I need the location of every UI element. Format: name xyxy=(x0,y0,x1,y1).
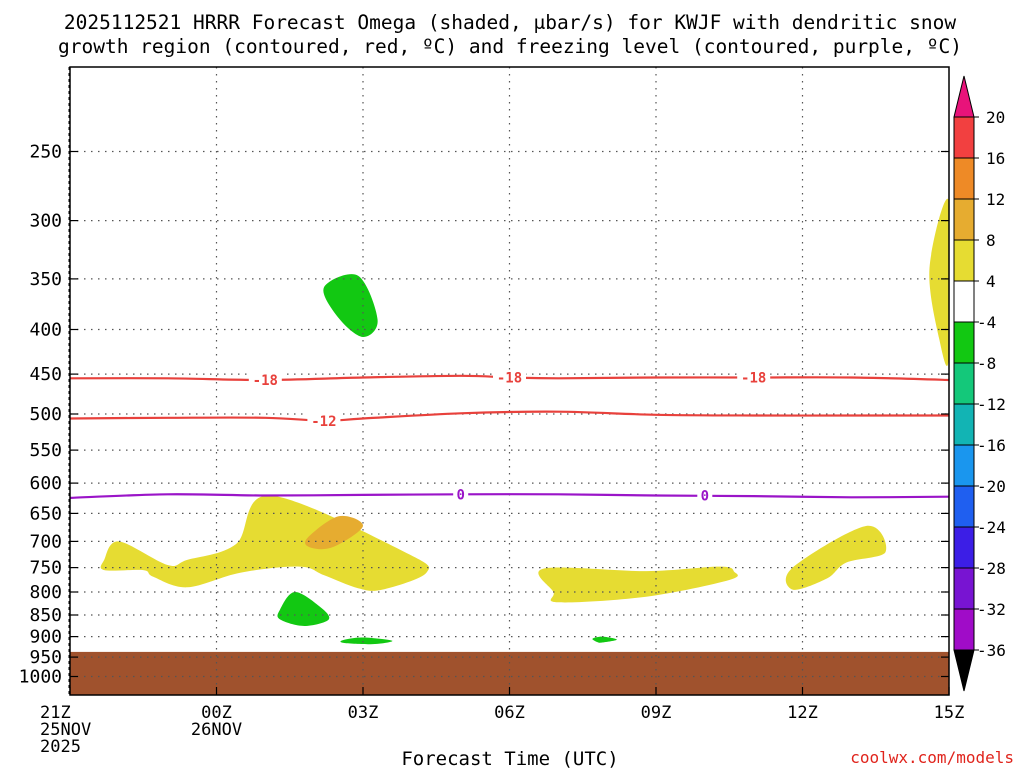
y-tick-label: 900 xyxy=(29,627,62,648)
colorbar-swatch xyxy=(953,116,975,159)
omega-region xyxy=(785,525,887,590)
x-tick-label: 06Z xyxy=(494,703,525,723)
colorbar-swatch xyxy=(953,321,975,364)
y-tick-label: 500 xyxy=(29,404,62,425)
omega-region xyxy=(340,637,393,645)
x-tick-label: 25NOV xyxy=(40,720,91,740)
colorbar-swatch xyxy=(953,567,975,610)
contour-label: 0 xyxy=(701,489,709,505)
y-tick-label: 750 xyxy=(29,558,62,579)
omega-region xyxy=(100,495,430,591)
x-tick-label: 2025 xyxy=(40,737,81,757)
y-tick-label: 650 xyxy=(29,503,62,524)
contour-label: -18 xyxy=(253,373,278,389)
chart-title-line2: growth region (contoured, red, ºC) and f… xyxy=(58,35,962,58)
omega-region xyxy=(323,274,378,338)
y-tick-label: 600 xyxy=(29,473,62,494)
contour-label-bg xyxy=(737,369,771,385)
colorbar-label: -32 xyxy=(977,600,1006,619)
x-tick-label: 12Z xyxy=(787,703,818,723)
x-tick-label: 00Z xyxy=(201,703,232,723)
y-tick-label: 950 xyxy=(29,647,62,668)
omega-region xyxy=(538,566,738,603)
contour-layer: -18 -18 -18 -12 0 0 xyxy=(69,369,950,505)
colorbar-label: 4 xyxy=(986,272,996,291)
contour-label-bg xyxy=(453,486,469,502)
x-tick-label: 15Z xyxy=(934,703,965,723)
colorbar-swatch xyxy=(953,157,975,200)
colorbar-label: -20 xyxy=(977,477,1006,496)
colorbar-label: -8 xyxy=(977,354,996,373)
colorbar-bottom-arrow xyxy=(953,649,975,692)
y-tick-label: 300 xyxy=(29,211,62,232)
colorbar-label: 20 xyxy=(986,108,1005,127)
omega-region xyxy=(305,515,364,550)
colorbar-swatch xyxy=(953,198,975,241)
colorbar-swatch xyxy=(953,608,975,651)
colorbar-swatch xyxy=(953,526,975,569)
y-tick-label: 450 xyxy=(29,364,62,385)
contour-label: -18 xyxy=(741,371,766,387)
y-tick-label: 350 xyxy=(29,269,62,290)
colorbar-swatch xyxy=(953,280,975,323)
credit-text: coolwx.com/models xyxy=(850,748,1014,767)
x-tick-label: 09Z xyxy=(641,703,672,723)
contour-label-bg xyxy=(697,487,713,503)
contour-line xyxy=(69,493,950,499)
contour-label: -18 xyxy=(497,371,522,387)
contour-label-bg xyxy=(307,412,341,428)
omega-region xyxy=(929,198,949,366)
omega-shading-layer xyxy=(100,198,949,645)
y-tick-label: 1000 xyxy=(19,667,62,688)
contour-label-bg xyxy=(248,372,282,387)
y-tick-label: 250 xyxy=(29,142,62,163)
colorbar-swatch xyxy=(953,403,975,446)
chart-title-line1: 2025112521 HRRR Forecast Omega (shaded, … xyxy=(64,11,956,34)
colorbar-swatch xyxy=(953,362,975,405)
colorbar-label: -16 xyxy=(977,436,1006,455)
contour-label: 0 xyxy=(456,487,464,503)
colorbar: 20 16 12 8 4 -4 -8 -12 -16 -20 -24 -28 -32 -36 xyxy=(953,75,1006,692)
y-tick-label: 800 xyxy=(29,582,62,603)
colorbar-swatch xyxy=(953,239,975,282)
x-tick-label: 21Z xyxy=(40,703,71,723)
x-tick-label: 26NOV xyxy=(191,720,242,740)
colorbar-label: -4 xyxy=(977,313,996,332)
contour-line xyxy=(69,410,950,422)
y-axis-ticks: 2503003504004505005506006507007508008509… xyxy=(19,142,949,688)
colorbar-top-arrow xyxy=(953,75,975,118)
colorbar-label: -24 xyxy=(977,518,1006,537)
contour-label: -12 xyxy=(311,414,336,430)
colorbar-label: 16 xyxy=(986,149,1005,168)
contour-label-bg xyxy=(493,369,526,385)
colorbar-label: -28 xyxy=(977,559,1006,578)
omega-region xyxy=(277,591,330,626)
colorbar-swatch xyxy=(953,444,975,487)
colorbar-label: -12 xyxy=(977,395,1006,414)
x-tick-label: 03Z xyxy=(348,703,379,723)
colorbar-label: -36 xyxy=(977,641,1006,660)
y-tick-label: 850 xyxy=(29,605,62,626)
omega-region xyxy=(592,636,617,643)
y-tick-label: 550 xyxy=(29,440,62,461)
colorbar-swatch xyxy=(953,485,975,528)
y-tick-label: 700 xyxy=(29,531,62,552)
colorbar-label: 8 xyxy=(986,231,996,250)
colorbar-label: 12 xyxy=(986,190,1005,209)
x-axis-label: Forecast Time (UTC) xyxy=(401,748,618,768)
y-tick-label: 400 xyxy=(29,320,62,341)
